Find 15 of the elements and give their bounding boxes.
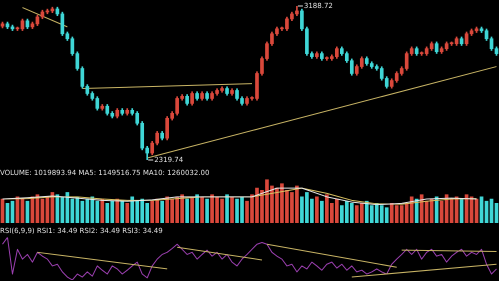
bar: [185, 198, 189, 223]
bar: [460, 198, 464, 223]
bar: [315, 196, 319, 223]
bar: [320, 200, 324, 223]
bar: [195, 194, 199, 223]
bar: [120, 200, 124, 223]
bar: [160, 200, 164, 223]
bar: [205, 198, 209, 223]
bar: [125, 203, 130, 223]
bar: [230, 196, 234, 223]
bar: [26, 200, 30, 223]
bar: [200, 196, 204, 223]
bar: [0, 198, 4, 223]
bar: [225, 194, 229, 223]
bar: [190, 196, 194, 223]
